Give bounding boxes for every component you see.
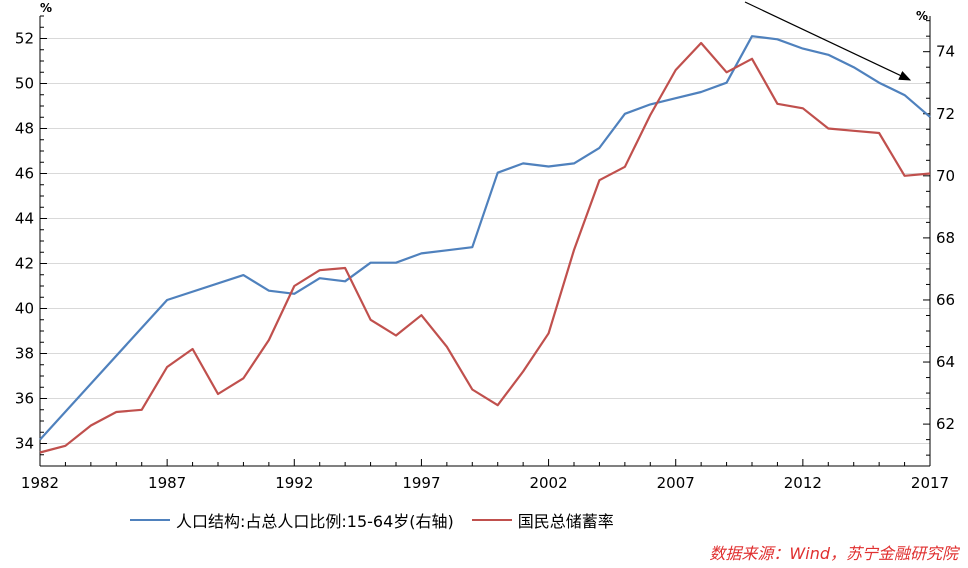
left-tick-label: 44 bbox=[15, 210, 34, 228]
legend-item-population: 人口结构:占总人口比例:15-64岁(右轴) bbox=[130, 508, 454, 532]
left-tick-label: 40 bbox=[15, 300, 34, 318]
legend: 人口结构:占总人口比例:15-64岁(右轴) 国民总储蓄率 bbox=[130, 508, 632, 532]
series-line-savings bbox=[39, 41, 931, 454]
series-line-population bbox=[39, 35, 931, 441]
x-tick-label: 2002 bbox=[529, 474, 567, 492]
legend-item-savings: 国民总储蓄率 bbox=[471, 508, 614, 532]
trend-arrow bbox=[744, 1, 912, 81]
left-tick-label: 36 bbox=[15, 390, 34, 408]
x-tick-label: 1992 bbox=[275, 474, 313, 492]
right-tick-label: 74 bbox=[936, 43, 955, 61]
legend-swatch-savings bbox=[471, 519, 512, 521]
left-tick-label: 48 bbox=[15, 120, 34, 138]
x-tick-label: 2012 bbox=[784, 474, 822, 492]
left-tick-label: 38 bbox=[15, 345, 34, 363]
x-tick-label: 2017 bbox=[911, 474, 949, 492]
x-tick-label: 1987 bbox=[148, 474, 186, 492]
x-tick-label: 1982 bbox=[21, 474, 59, 492]
left-tick-label: 52 bbox=[15, 30, 34, 48]
x-tick-label: 2007 bbox=[657, 474, 695, 492]
right-tick-label: 64 bbox=[936, 353, 955, 371]
right-tick-label: 62 bbox=[936, 415, 955, 433]
legend-swatch-population bbox=[130, 519, 170, 521]
source-note: 数据来源：Wind，苏宁金融研究院 bbox=[709, 544, 958, 563]
legend-label-population: 人口结构:占总人口比例:15-64岁(右轴) bbox=[176, 512, 454, 531]
left-tick-label: 50 bbox=[15, 75, 34, 93]
line-chart: 34 36 38 40 42 44 46 48 50 52 62 64 66 68 70 72 74 1982 19… bbox=[15, 1, 955, 492]
left-tick-label: 34 bbox=[15, 435, 34, 453]
right-tick-label: 70 bbox=[936, 167, 955, 185]
x-tick-label: 1997 bbox=[402, 474, 440, 492]
left-tick-label: 42 bbox=[15, 255, 34, 273]
left-axis-unit: % bbox=[40, 1, 52, 15]
legend-label-savings: 国民总储蓄率 bbox=[517, 512, 614, 531]
right-tick-label: 66 bbox=[936, 291, 955, 309]
right-axis-unit: % bbox=[916, 9, 928, 23]
right-tick-label: 72 bbox=[936, 105, 955, 123]
left-tick-label: 46 bbox=[15, 165, 34, 183]
right-tick-label: 68 bbox=[936, 229, 955, 247]
